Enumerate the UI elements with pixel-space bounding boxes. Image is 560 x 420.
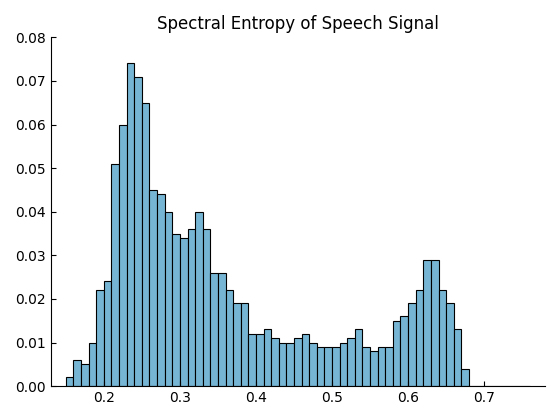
Bar: [370, 351, 377, 386]
Bar: [81, 364, 88, 386]
Bar: [134, 76, 142, 386]
Bar: [165, 212, 172, 386]
Bar: [362, 347, 370, 386]
Bar: [461, 369, 469, 386]
Bar: [339, 343, 347, 386]
Bar: [241, 303, 249, 386]
Bar: [256, 334, 264, 386]
Title: Spectral Entropy of Speech Signal: Spectral Entropy of Speech Signal: [157, 15, 438, 33]
Bar: [294, 338, 302, 386]
Bar: [423, 260, 431, 386]
Bar: [66, 378, 73, 386]
Bar: [454, 329, 461, 386]
Bar: [73, 360, 81, 386]
Bar: [104, 281, 111, 386]
Bar: [271, 338, 279, 386]
Bar: [226, 290, 233, 386]
Bar: [233, 303, 241, 386]
Bar: [188, 229, 195, 386]
Bar: [172, 234, 180, 386]
Bar: [142, 103, 150, 386]
Bar: [211, 273, 218, 386]
Bar: [180, 238, 188, 386]
Bar: [438, 290, 446, 386]
Bar: [150, 190, 157, 386]
Bar: [408, 303, 416, 386]
Bar: [431, 260, 438, 386]
Bar: [317, 347, 324, 386]
Bar: [347, 338, 355, 386]
Bar: [324, 347, 332, 386]
Bar: [127, 63, 134, 386]
Bar: [111, 164, 119, 386]
Bar: [416, 290, 423, 386]
Bar: [355, 329, 362, 386]
Bar: [302, 334, 309, 386]
Bar: [377, 347, 385, 386]
Bar: [309, 343, 317, 386]
Bar: [203, 229, 211, 386]
Bar: [157, 194, 165, 386]
Bar: [96, 290, 104, 386]
Bar: [286, 343, 294, 386]
Bar: [264, 329, 271, 386]
Bar: [332, 347, 339, 386]
Bar: [88, 343, 96, 386]
Bar: [279, 343, 286, 386]
Bar: [119, 125, 127, 386]
Bar: [393, 321, 400, 386]
Bar: [446, 303, 454, 386]
Bar: [400, 316, 408, 386]
Bar: [195, 212, 203, 386]
Bar: [218, 273, 226, 386]
Bar: [385, 347, 393, 386]
Bar: [249, 334, 256, 386]
